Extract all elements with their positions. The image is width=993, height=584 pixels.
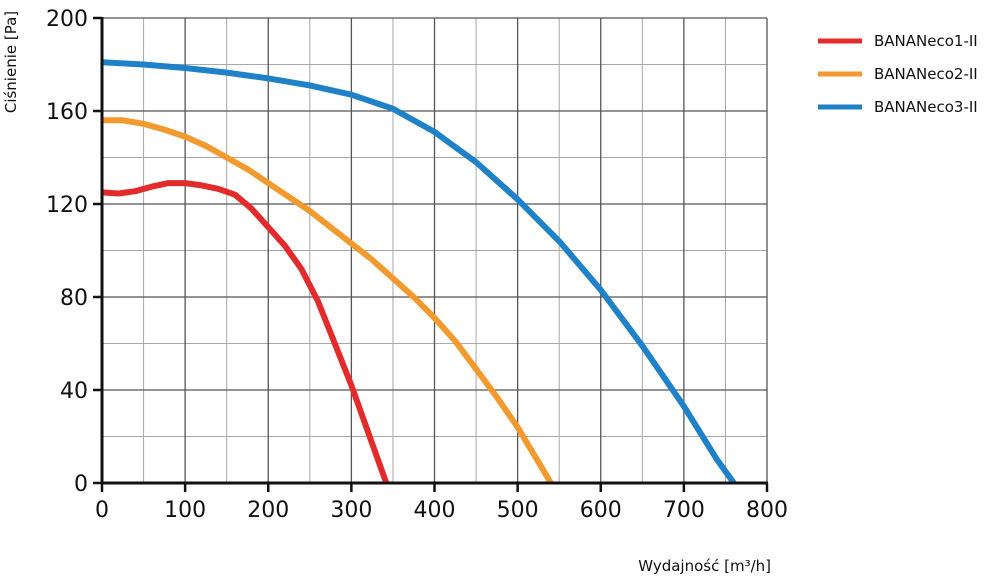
x-tick-label: 300 xyxy=(330,498,372,523)
x-tick-label: 800 xyxy=(746,498,788,523)
x-tick-label: 200 xyxy=(247,498,289,523)
x-tick-label: 500 xyxy=(497,498,539,523)
x-tick-label: 100 xyxy=(164,498,206,523)
series-line-2 xyxy=(102,117,554,485)
axes-layer xyxy=(93,16,769,492)
series-layer xyxy=(101,59,737,485)
x-tick-label: 700 xyxy=(663,498,705,523)
x-axis-title: Wydajność [m³/h] xyxy=(638,557,771,575)
y-tick-label: 80 xyxy=(60,286,88,311)
tick-labels: 0 40 80 120 160 200 0 100 200 300 400 500 600 700 800 xyxy=(46,7,788,523)
y-axis-title: Ciśnienie [Pa] xyxy=(2,11,20,113)
y-tick-label: 160 xyxy=(46,100,88,125)
y-tick-label: 120 xyxy=(46,193,88,218)
x-tick-label: 0 xyxy=(95,498,109,523)
series-line-1 xyxy=(101,180,390,485)
x-tick-label: 400 xyxy=(414,498,456,523)
x-tick-label: 600 xyxy=(580,498,622,523)
legend-label-3: BANANeco3-II xyxy=(874,98,978,116)
legend-label-2: BANANeco2-II xyxy=(874,65,978,83)
legend-label-1: BANANeco1-II xyxy=(874,32,978,50)
series-line-3 xyxy=(101,59,737,485)
y-tick-label: 0 xyxy=(74,472,88,497)
y-tick-label: 200 xyxy=(46,7,88,32)
legend: BANANeco1-II BANANeco2-II BANANeco3-II xyxy=(818,32,978,116)
y-tick-label: 40 xyxy=(60,379,88,404)
